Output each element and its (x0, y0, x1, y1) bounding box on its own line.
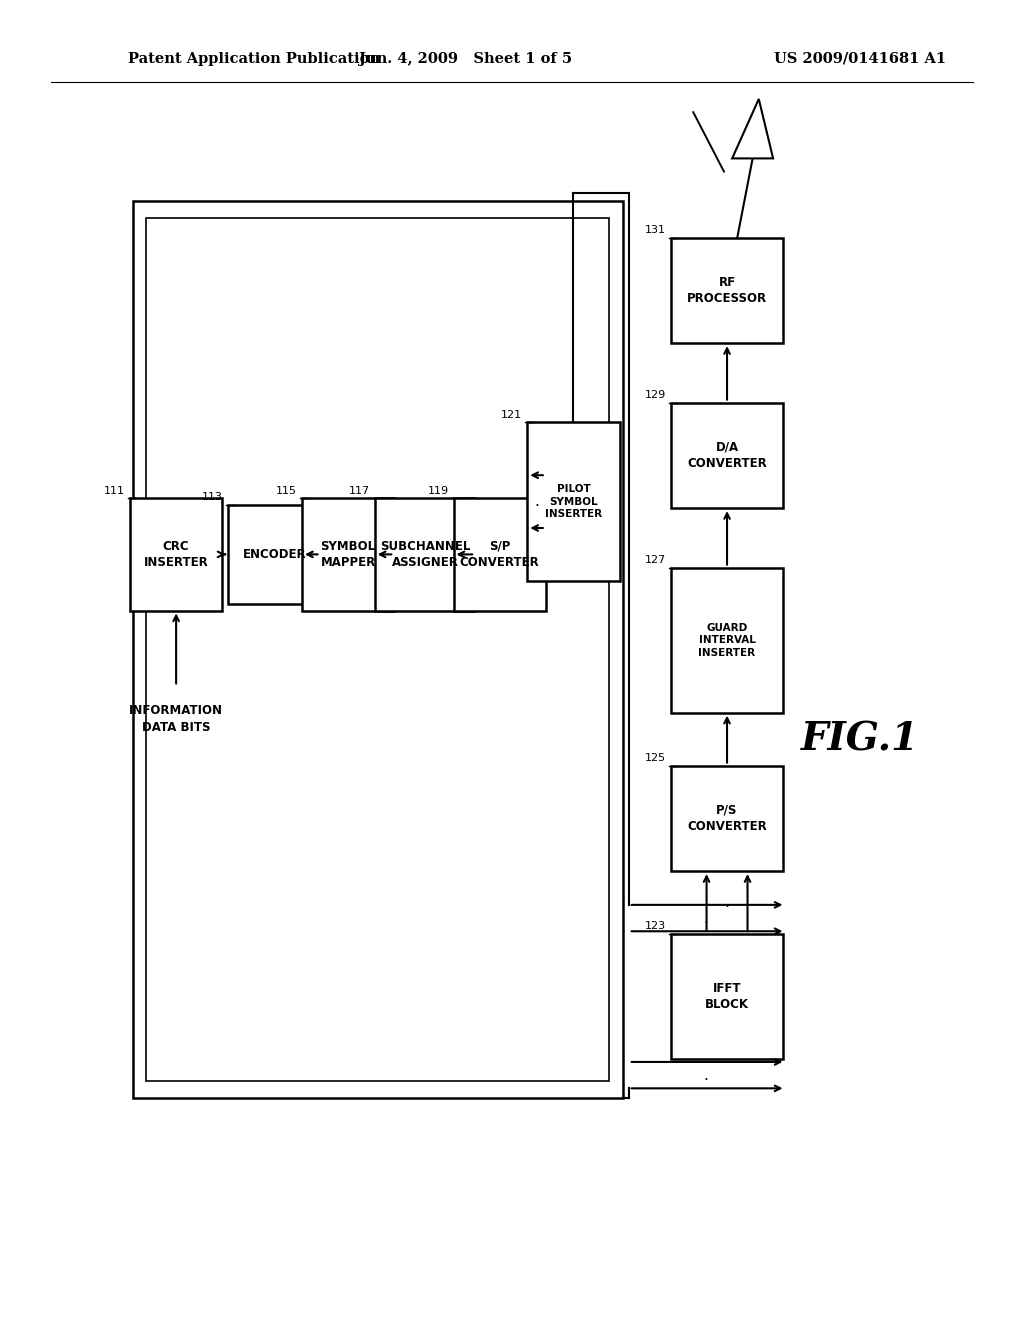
Text: SYMBOL
MAPPER: SYMBOL MAPPER (321, 540, 376, 569)
Bar (228, 506, 321, 605)
Bar (302, 499, 394, 610)
Text: IFFT
BLOCK: IFFT BLOCK (706, 982, 749, 1011)
Bar (671, 238, 783, 343)
Text: US 2009/0141681 A1: US 2009/0141681 A1 (774, 51, 946, 66)
Bar (671, 403, 783, 508)
Text: RF
PROCESSOR: RF PROCESSOR (687, 276, 767, 305)
Text: Patent Application Publication: Patent Application Publication (128, 51, 380, 66)
Text: PILOT
SYMBOL
INSERTER: PILOT SYMBOL INSERTER (545, 484, 602, 519)
Text: .: . (703, 911, 709, 925)
Text: 117: 117 (348, 486, 370, 496)
Bar (133, 201, 623, 1098)
Text: 131: 131 (644, 224, 666, 235)
Bar (454, 499, 546, 610)
Text: FIG.1: FIG.1 (801, 721, 920, 758)
Text: P/S
CONVERTER: P/S CONVERTER (687, 804, 767, 833)
Text: 111: 111 (103, 486, 125, 496)
Text: .: . (535, 494, 539, 510)
Text: S/P
CONVERTER: S/P CONVERTER (460, 540, 540, 569)
Text: 121: 121 (501, 409, 522, 420)
Text: D/A
CONVERTER: D/A CONVERTER (687, 441, 767, 470)
Text: SUBCHANNEL
ASSIGNER: SUBCHANNEL ASSIGNER (380, 540, 470, 569)
Text: Jun. 4, 2009   Sheet 1 of 5: Jun. 4, 2009 Sheet 1 of 5 (359, 51, 572, 66)
Text: 127: 127 (644, 554, 666, 565)
Bar (527, 422, 620, 581)
Text: .: . (725, 895, 729, 909)
Text: CRC
INSERTER: CRC INSERTER (143, 540, 209, 569)
Text: ENCODER: ENCODER (243, 548, 306, 561)
Text: 113: 113 (202, 492, 223, 503)
Text: 115: 115 (275, 486, 297, 496)
Text: .: . (703, 1068, 709, 1082)
Text: 129: 129 (644, 389, 666, 400)
Bar (375, 499, 475, 610)
Text: 119: 119 (427, 486, 449, 496)
Bar (671, 935, 783, 1059)
Bar (130, 499, 222, 610)
Bar (146, 218, 609, 1081)
Text: 123: 123 (644, 921, 666, 932)
Bar (671, 766, 783, 871)
Polygon shape (732, 99, 773, 158)
Bar (671, 568, 783, 713)
Text: 125: 125 (644, 752, 666, 763)
Text: INFORMATION
DATA BITS: INFORMATION DATA BITS (129, 705, 223, 734)
Text: GUARD
INTERVAL
INSERTER: GUARD INTERVAL INSERTER (698, 623, 756, 657)
